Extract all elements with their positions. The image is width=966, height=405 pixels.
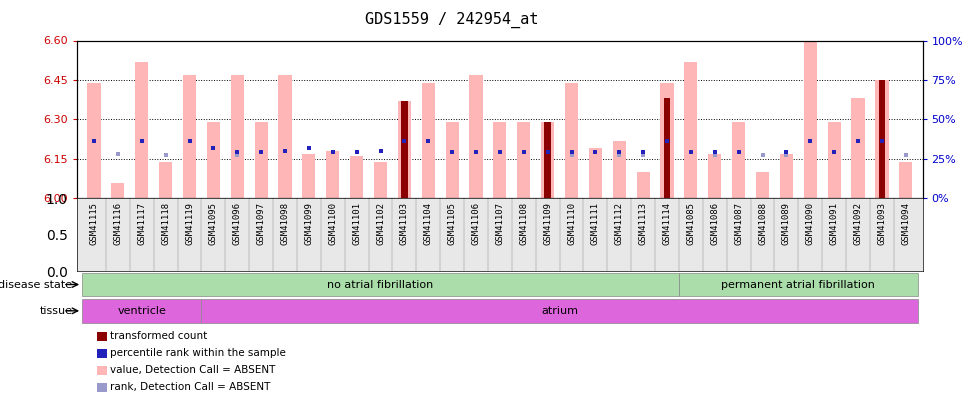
Bar	[469, 75, 483, 198]
Text: GSM41101: GSM41101	[353, 202, 361, 245]
Bar	[231, 75, 243, 198]
Text: GSM41115: GSM41115	[90, 202, 99, 245]
Bar	[612, 141, 626, 198]
Text: GSM41109: GSM41109	[543, 202, 553, 245]
Text: disease state: disease state	[0, 279, 72, 290]
Bar	[664, 98, 670, 198]
Bar	[278, 75, 292, 198]
Text: GSM41085: GSM41085	[687, 202, 696, 245]
Text: GSM41117: GSM41117	[137, 202, 146, 245]
Bar	[679, 273, 918, 296]
Bar	[661, 83, 673, 198]
Text: GSM41116: GSM41116	[113, 202, 123, 245]
Bar	[828, 122, 840, 198]
Text: GSM41091: GSM41091	[830, 202, 838, 245]
Bar	[541, 122, 554, 198]
Bar	[202, 299, 918, 323]
Text: GSM41094: GSM41094	[901, 202, 910, 245]
Text: GSM41119: GSM41119	[185, 202, 194, 245]
Bar	[589, 148, 602, 198]
Text: GSM41097: GSM41097	[257, 202, 266, 245]
Bar	[899, 162, 912, 198]
Bar	[756, 172, 769, 198]
Bar	[398, 101, 411, 198]
Text: GSM41096: GSM41096	[233, 202, 242, 245]
Text: GSM41112: GSM41112	[614, 202, 624, 245]
Bar	[879, 80, 885, 198]
Bar	[637, 172, 650, 198]
Text: transformed count: transformed count	[110, 331, 208, 341]
Text: GSM41100: GSM41100	[328, 202, 337, 245]
Text: GSM41088: GSM41088	[758, 202, 767, 245]
Text: GSM41092: GSM41092	[854, 202, 863, 245]
Bar	[374, 162, 387, 198]
Bar	[327, 151, 339, 198]
Text: GSM41118: GSM41118	[161, 202, 170, 245]
Bar	[684, 62, 697, 198]
Text: GSM41105: GSM41105	[447, 202, 457, 245]
Bar	[708, 153, 722, 198]
Bar	[445, 122, 459, 198]
Text: GSM41099: GSM41099	[304, 202, 313, 245]
Text: rank, Detection Call = ABSENT: rank, Detection Call = ABSENT	[110, 382, 270, 392]
Text: GSM41114: GSM41114	[663, 202, 671, 245]
Bar	[851, 98, 865, 198]
Bar	[401, 101, 408, 198]
Bar	[183, 75, 196, 198]
Text: GSM41108: GSM41108	[520, 202, 528, 245]
Text: GSM41103: GSM41103	[400, 202, 409, 245]
Bar	[82, 273, 679, 296]
Text: GSM41102: GSM41102	[376, 202, 385, 245]
Text: no atrial fibrillation: no atrial fibrillation	[327, 279, 434, 290]
Bar	[111, 183, 125, 198]
Bar	[875, 80, 889, 198]
Text: percentile rank within the sample: percentile rank within the sample	[110, 348, 286, 358]
Bar	[732, 122, 745, 198]
Bar	[88, 83, 100, 198]
Text: atrium: atrium	[541, 306, 578, 316]
Bar	[255, 122, 268, 198]
Text: GSM41093: GSM41093	[877, 202, 887, 245]
Text: GDS1559 / 242954_at: GDS1559 / 242954_at	[365, 12, 538, 28]
Text: GSM41095: GSM41095	[209, 202, 218, 245]
Text: ventricle: ventricle	[117, 306, 166, 316]
Bar	[422, 83, 435, 198]
Text: permanent atrial fibrillation: permanent atrial fibrillation	[722, 279, 875, 290]
Text: GSM41110: GSM41110	[567, 202, 576, 245]
Bar	[207, 122, 220, 198]
Bar	[494, 122, 506, 198]
Bar	[302, 153, 316, 198]
Bar	[350, 156, 363, 198]
Bar	[159, 162, 172, 198]
Text: GSM41111: GSM41111	[591, 202, 600, 245]
Text: GSM41106: GSM41106	[471, 202, 480, 245]
Text: GSM41087: GSM41087	[734, 202, 743, 245]
Text: GSM41107: GSM41107	[496, 202, 504, 245]
Text: GSM41104: GSM41104	[424, 202, 433, 245]
Text: GSM41086: GSM41086	[710, 202, 720, 245]
Text: GSM41098: GSM41098	[280, 202, 290, 245]
Bar	[82, 299, 202, 323]
Bar	[545, 122, 551, 198]
Text: GSM41090: GSM41090	[806, 202, 814, 245]
Bar	[517, 122, 530, 198]
Text: GSM41113: GSM41113	[639, 202, 647, 245]
Text: value, Detection Call = ABSENT: value, Detection Call = ABSENT	[110, 365, 275, 375]
Text: GSM41089: GSM41089	[781, 202, 791, 245]
Bar	[565, 83, 578, 198]
Bar	[780, 153, 793, 198]
Bar	[804, 32, 817, 198]
Bar	[135, 62, 149, 198]
Text: tissue: tissue	[40, 306, 72, 316]
